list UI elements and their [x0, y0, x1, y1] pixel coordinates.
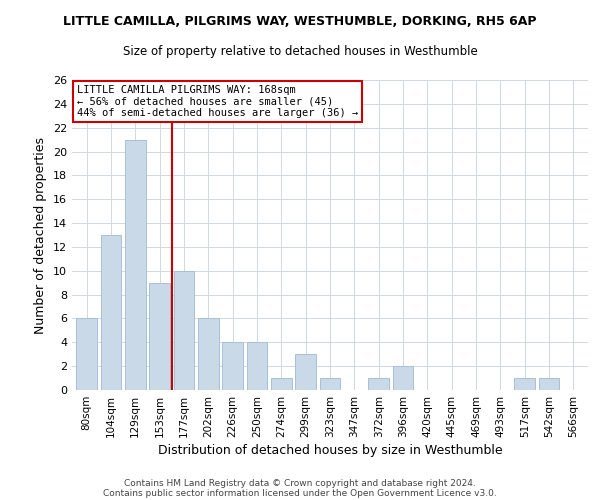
- Bar: [392, 366, 413, 390]
- Bar: [295, 354, 316, 390]
- Text: Size of property relative to detached houses in Westhumble: Size of property relative to detached ho…: [122, 45, 478, 58]
- Bar: [198, 318, 218, 390]
- Bar: [149, 282, 170, 390]
- Bar: [125, 140, 146, 390]
- Bar: [222, 342, 243, 390]
- X-axis label: Distribution of detached houses by size in Westhumble: Distribution of detached houses by size …: [158, 444, 502, 457]
- Bar: [247, 342, 268, 390]
- Bar: [514, 378, 535, 390]
- Bar: [320, 378, 340, 390]
- Text: LITTLE CAMILLA, PILGRIMS WAY, WESTHUMBLE, DORKING, RH5 6AP: LITTLE CAMILLA, PILGRIMS WAY, WESTHUMBLE…: [63, 15, 537, 28]
- Bar: [76, 318, 97, 390]
- Bar: [539, 378, 559, 390]
- Bar: [101, 235, 121, 390]
- Bar: [271, 378, 292, 390]
- Y-axis label: Number of detached properties: Number of detached properties: [34, 136, 47, 334]
- Text: Contains HM Land Registry data © Crown copyright and database right 2024.: Contains HM Land Registry data © Crown c…: [124, 478, 476, 488]
- Bar: [173, 271, 194, 390]
- Text: Contains public sector information licensed under the Open Government Licence v3: Contains public sector information licen…: [103, 488, 497, 498]
- Text: LITTLE CAMILLA PILGRIMS WAY: 168sqm
← 56% of detached houses are smaller (45)
44: LITTLE CAMILLA PILGRIMS WAY: 168sqm ← 56…: [77, 85, 358, 118]
- Bar: [368, 378, 389, 390]
